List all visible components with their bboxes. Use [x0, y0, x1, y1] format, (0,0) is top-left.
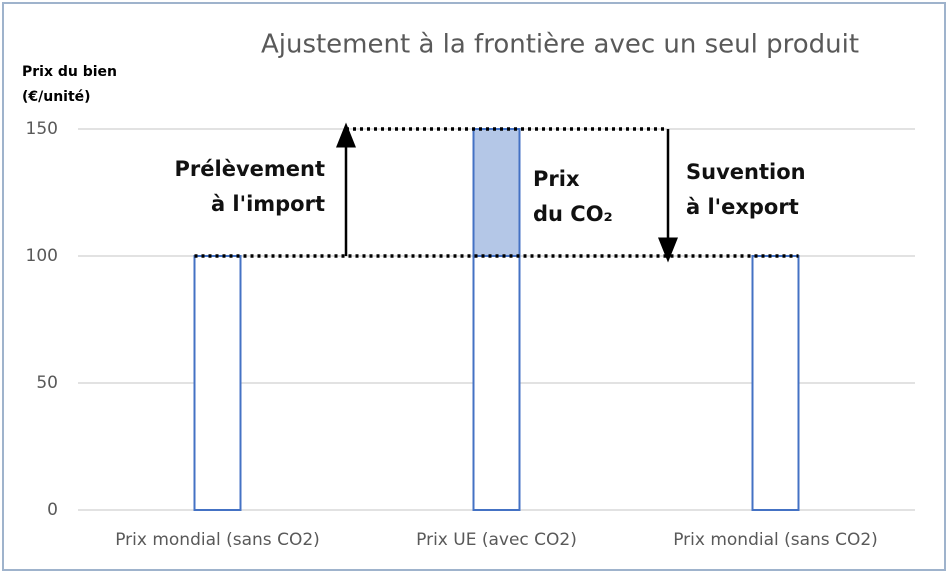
bar [472, 255, 521, 511]
y-tick-label: 50 [36, 373, 58, 393]
y-axis-label: Prix du bien [22, 64, 117, 80]
y-axis-label: (€/unité) [22, 89, 91, 105]
bar [751, 255, 800, 511]
annotation: Suvention [686, 160, 806, 184]
annotation: à l'import [211, 192, 325, 216]
annotation: Prélèvement [175, 157, 325, 181]
bar [472, 128, 521, 257]
x-tick-label: Prix mondial (sans CO2) [673, 530, 878, 550]
annotation: à l'export [686, 195, 799, 219]
annotation: Prix [533, 167, 580, 191]
chart-title: Ajustement à la frontière avec un seul p… [261, 30, 859, 60]
annotation: du CO₂ [533, 202, 613, 226]
x-tick-label: Prix UE (avec CO2) [416, 530, 577, 550]
y-tick-label: 150 [26, 119, 58, 139]
y-tick-label: 0 [47, 500, 58, 520]
bar [193, 255, 242, 511]
y-tick-label: 100 [26, 246, 58, 266]
x-tick-label: Prix mondial (sans CO2) [115, 530, 320, 550]
